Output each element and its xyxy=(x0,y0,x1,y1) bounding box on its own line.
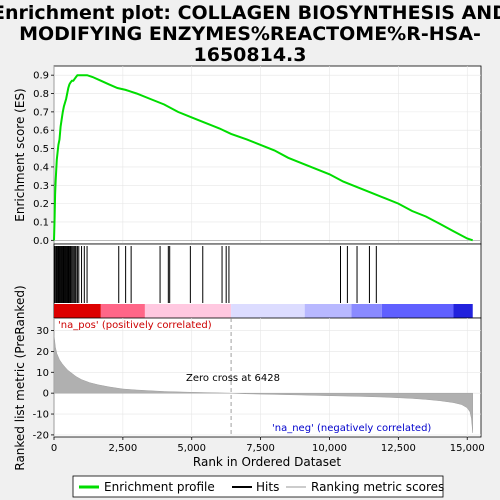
x-axis-label: Rank in Ordered Dataset xyxy=(193,455,341,469)
es-y-tick-label: 0.3 xyxy=(33,181,49,192)
colorbar-segment xyxy=(453,304,473,318)
x-tick-label: 2,500 xyxy=(109,443,138,454)
x-tick-label: 10,000 xyxy=(312,443,347,454)
es-y-ticks: 0.0 0.1 0.2 0.3 0.4 0.5 0.6 0.7 0.8 0.9 xyxy=(33,71,54,247)
chart-title-line-3: 1650814.3 xyxy=(194,44,307,66)
colorbar-segment xyxy=(304,304,352,318)
neg-correlated-label: 'na_neg' (negatively correlated) xyxy=(272,423,431,434)
es-y-tick-label: 0.2 xyxy=(33,199,49,210)
colorbar-segment xyxy=(54,304,101,318)
x-tick-label: 0 xyxy=(51,443,57,454)
zero-cross-label: Zero cross at 6428 xyxy=(186,373,280,384)
colorbar-segment xyxy=(351,304,382,318)
es-panel-frame xyxy=(53,65,482,245)
rank-metric-area xyxy=(53,334,473,433)
es-y-axis-label: Enrichment score (ES) xyxy=(13,88,27,221)
chart-title-line-1: Enrichment plot: COLLAGEN BIOSYNTHESIS A… xyxy=(0,2,500,24)
hits-marks xyxy=(54,246,377,303)
colorbar-segment xyxy=(144,304,232,318)
x-tick-label: 15,000 xyxy=(450,443,485,454)
colorbar-segment xyxy=(231,304,305,318)
es-y-tick-label: 0.8 xyxy=(33,89,49,100)
es-y-tick-label: 0.6 xyxy=(33,126,49,137)
x-tick-label: 12,500 xyxy=(381,443,416,454)
rank-y-ticks: -20 -10 0 10 20 30 xyxy=(33,326,54,441)
legend-box xyxy=(72,475,444,498)
legend-entry-hits: Hits xyxy=(256,480,279,494)
x-ticks: 0 2,500 5,000 7,500 10,000 12,500 15,000 xyxy=(51,437,485,454)
legend-entry-ranking: Ranking metric scores xyxy=(311,480,444,494)
colorbar-segment xyxy=(100,304,145,318)
rank-colorbar xyxy=(54,304,473,318)
rank-y-tick-label: 30 xyxy=(36,326,49,337)
rank-y-tick-label: -20 xyxy=(33,430,49,441)
rank-y-tick-label: 20 xyxy=(36,347,49,358)
colorbar-segment xyxy=(381,304,454,318)
es-y-tick-label: 0.5 xyxy=(33,144,49,155)
chart-title-line-2: MODIFYING ENZYMES%REACTOME%R-HSA- xyxy=(19,23,481,45)
es-y-tick-label: 0.1 xyxy=(33,217,49,228)
es-profile-line xyxy=(53,74,474,242)
rank-panel-frame xyxy=(53,317,482,438)
rank-y-tick-label: -10 xyxy=(33,410,49,421)
rank-y-tick-label: 0 xyxy=(43,389,49,400)
x-tick-label: 5,000 xyxy=(177,443,206,454)
pos-correlated-label: 'na_pos' (positively correlated) xyxy=(58,320,212,331)
es-y-tick-label: 0.9 xyxy=(33,71,49,82)
es-y-tick-label: 0.4 xyxy=(33,162,49,173)
rank-y-axis-label: Ranked list metric (PreRanked) xyxy=(13,285,27,470)
es-y-tick-label: 0.7 xyxy=(33,107,49,118)
es-y-tick-label: 0.0 xyxy=(33,236,49,247)
x-tick-label: 7,500 xyxy=(246,443,275,454)
rank-y-tick-label: 10 xyxy=(36,368,49,379)
legend-entry-profile: Enrichment profile xyxy=(104,480,215,494)
